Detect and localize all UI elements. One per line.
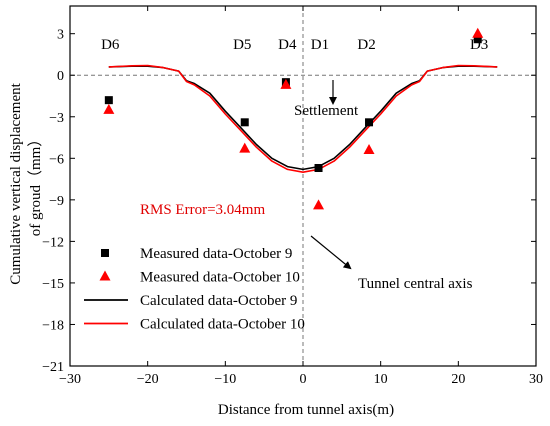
x-tick-label: −30 — [59, 372, 81, 387]
data-point-series-0 — [240, 118, 249, 127]
data-point-series-1 — [280, 78, 292, 89]
point-label: D2 — [357, 37, 375, 53]
legend-entry-1: Measured data-October 10 — [140, 270, 300, 286]
point-label: D6 — [101, 37, 120, 53]
y-axis-label-line2: of groud（mm） — [27, 132, 44, 237]
y-tick-label: −9 — [49, 194, 64, 209]
data-point-series-0 — [473, 35, 482, 44]
series-line-3 — [108, 64, 498, 173]
plot-frame — [69, 5, 537, 367]
x-tick-label: 0 — [300, 372, 307, 387]
legend-entry-0: Measured data-October 9 — [140, 246, 292, 262]
rms-error-annotation: RMS Error=3.04mm — [140, 202, 265, 218]
legend-marker-1 — [99, 270, 111, 281]
y-axis-label-line1: Cumulative vertical displacement — [8, 82, 24, 284]
y-tick-label: −6 — [49, 152, 64, 167]
y-tick-label: 3 — [57, 28, 64, 43]
y-tick-label: −12 — [42, 235, 64, 250]
data-point-series-0 — [365, 118, 374, 127]
point-label: D4 — [278, 37, 297, 53]
y-tick-label: −18 — [42, 318, 64, 333]
data-point-series-0 — [104, 96, 113, 105]
legend-entry-3: Calculated data-October 10 — [140, 317, 305, 333]
data-point-series-1 — [103, 103, 115, 114]
data-point-series-1 — [313, 199, 325, 210]
point-label: D5 — [233, 37, 251, 53]
legend-marker-0 — [101, 249, 109, 257]
settlement-annotation: Settlement — [294, 103, 359, 119]
x-tick-label: −20 — [137, 372, 159, 387]
point-label: D1 — [311, 37, 329, 53]
tunnel-axis-annotation: Tunnel central axis — [358, 276, 473, 292]
data-point-series-1 — [239, 142, 251, 153]
y-tick-label: −3 — [49, 111, 64, 126]
x-tick-label: −10 — [214, 372, 236, 387]
point-label: D3 — [470, 37, 488, 53]
x-tick-label: 20 — [451, 372, 465, 387]
data-point-series-0 — [314, 164, 323, 172]
x-axis-label: Distance from tunnel axis(m) — [218, 402, 394, 418]
x-tick-label: 30 — [529, 372, 543, 387]
y-tick-label: 0 — [57, 69, 64, 84]
tunnel-axis-arrow — [310, 235, 352, 270]
y-tick-label: −21 — [42, 360, 64, 375]
legend-entry-2: Calculated data-October 9 — [140, 293, 297, 309]
data-point-series-1 — [363, 144, 375, 154]
y-tick-label: −15 — [42, 277, 64, 292]
data-point-series-1 — [472, 27, 484, 38]
x-tick-label: 10 — [374, 372, 388, 387]
legend: Measured data-October 9 Measured data-Oct… — [84, 246, 305, 333]
